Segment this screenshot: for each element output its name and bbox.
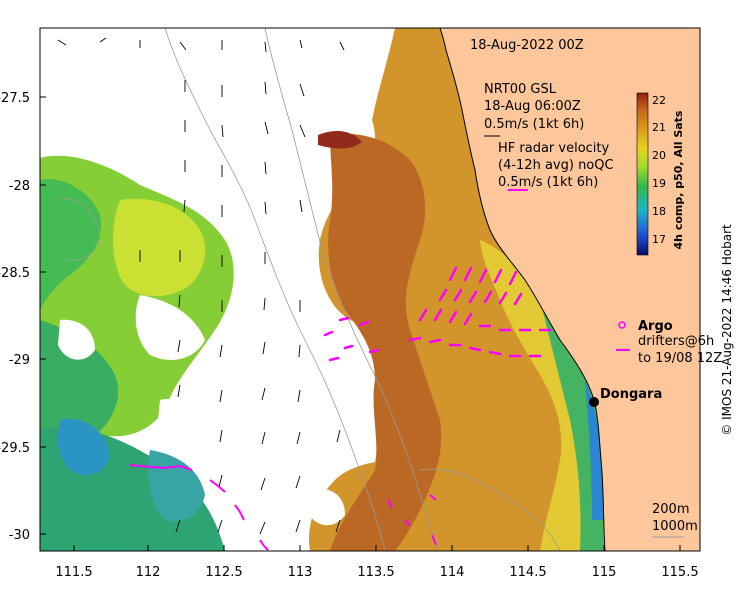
x-tick-label: 114 (440, 565, 465, 580)
model-time: 18-Aug 06:00Z (484, 99, 581, 114)
radar-label-line1: HF radar velocity (498, 141, 610, 156)
dongara-marker (589, 397, 599, 407)
colorbar-tick: 17 (652, 233, 666, 246)
colorbar (636, 92, 649, 256)
credit-text: © IMOS 21-Aug-2022 14:46 Hobart (720, 224, 734, 436)
x-tick-label: 113.5 (357, 565, 394, 580)
drifters-label-line1: drifters@6h (638, 334, 714, 349)
colorbar-tick: 20 (652, 149, 666, 162)
bathymetry-contours (59, 28, 561, 551)
drifters-label-line2: to 19/08 12Z (638, 351, 722, 366)
land-mass (440, 28, 700, 551)
argo-label: Argo (638, 319, 673, 334)
dongara-label: Dongara (600, 387, 662, 402)
model-name: NRT00 GSL (484, 82, 557, 97)
x-tick-label: 115 (592, 565, 617, 580)
radar-scale: 0.5m/s (1kt 6h) (498, 175, 598, 190)
x-tick-label: 113 (288, 565, 313, 580)
y-tick-label: -28 (9, 179, 30, 194)
drifter-tracks (129, 464, 437, 551)
map-area (40, 28, 700, 551)
map-frame (39, 27, 701, 552)
y-tick-label: -30 (9, 528, 30, 543)
argo-marker-icon (618, 321, 626, 329)
y-tick-label: -27.5 (0, 91, 30, 106)
contour-label-200m: 200m (652, 502, 689, 517)
y-tick-label: -29 (9, 353, 30, 368)
colorbar-label: 4h comp, p50, All Sats (672, 110, 685, 249)
contour-label-1000m: 1000m (652, 519, 698, 534)
x-tick-label: 112 (136, 565, 161, 580)
y-axis: -27.5 -28 -28.5 -29 -29.5 -30 (0, 91, 46, 543)
x-tick-label: 115.5 (661, 565, 698, 580)
x-tick-label: 114.5 (509, 565, 546, 580)
y-tick-label: -28.5 (0, 266, 30, 281)
map-title: 18-Aug-2022 00Z (470, 38, 584, 53)
current-arrows (57, 37, 345, 535)
colorbar-tick: 19 (652, 177, 666, 190)
y-tick-label: -29.5 (0, 441, 30, 456)
x-axis: 111.5 112 112.5 113 113.5 114 114.5 115 … (55, 545, 699, 580)
model-scale: 0.5m/s (1kt 6h) (484, 117, 584, 132)
colorbar-tick: 21 (652, 121, 666, 134)
colorbar-tick: 22 (652, 94, 666, 107)
x-tick-label: 112.5 (205, 565, 242, 580)
x-tick-label: 111.5 (55, 565, 92, 580)
hf-radar-vectors (323, 266, 552, 362)
radar-label-line2: (4-12h avg) noQC (498, 158, 614, 173)
colorbar-tick: 18 (652, 205, 666, 218)
coastline (439, 28, 606, 551)
